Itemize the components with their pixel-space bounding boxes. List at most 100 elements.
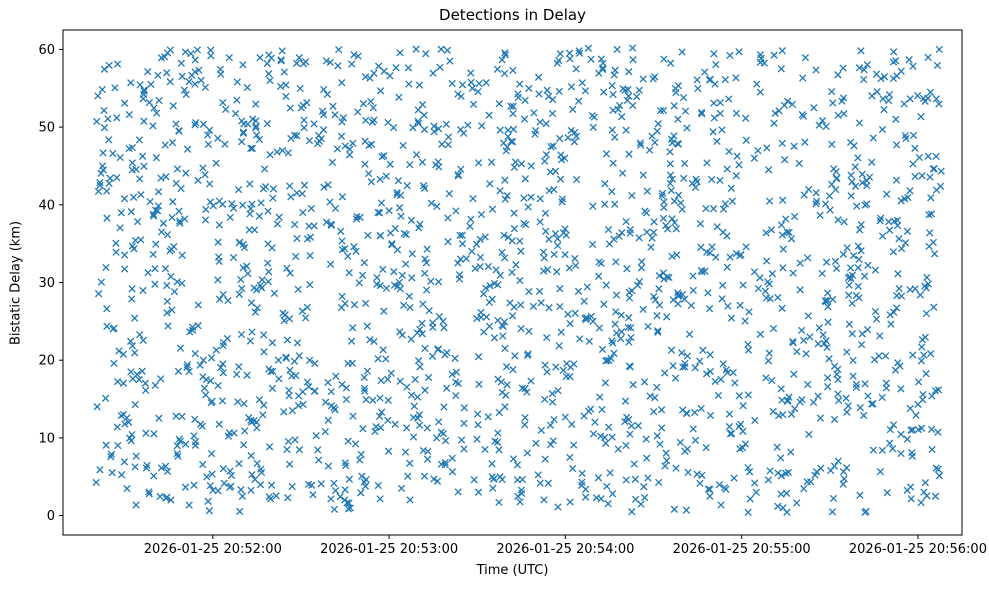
x-marker: [845, 281, 853, 289]
x-marker: [745, 308, 753, 316]
x-marker: [255, 212, 264, 220]
x-marker: [521, 421, 529, 429]
x-marker: [780, 101, 789, 110]
x-marker: [811, 471, 819, 479]
x-marker: [444, 238, 452, 246]
x-marker: [800, 191, 808, 199]
x-marker: [120, 99, 129, 107]
x-marker: [523, 388, 531, 396]
x-marker: [561, 413, 569, 421]
x-marker: [883, 190, 891, 198]
x-marker: [653, 432, 661, 440]
x-marker: [397, 212, 405, 220]
x-marker: [644, 322, 652, 331]
x-marker: [917, 498, 925, 507]
x-marker: [516, 80, 524, 88]
x-marker: [439, 429, 448, 438]
x-marker: [597, 495, 605, 503]
x-marker: [625, 68, 633, 76]
x-marker: [640, 493, 649, 502]
x-marker: [640, 378, 649, 386]
x-marker: [204, 140, 213, 149]
x-marker: [283, 264, 291, 272]
x-marker: [584, 44, 593, 52]
x-marker: [781, 156, 789, 164]
x-marker: [654, 328, 662, 336]
x-marker: [374, 208, 382, 217]
x-marker: [286, 366, 294, 374]
x-marker: [565, 49, 574, 57]
x-marker: [273, 220, 282, 228]
x-tick-label: 2026-01-25 20:55:00: [673, 542, 811, 557]
x-marker: [128, 342, 137, 350]
x-marker: [389, 123, 398, 132]
x-marker: [598, 345, 607, 354]
x-marker: [509, 102, 517, 111]
x-marker: [523, 351, 532, 360]
x-marker: [474, 353, 483, 361]
x-marker: [288, 406, 297, 415]
x-marker: [207, 354, 216, 362]
x-marker: [269, 185, 278, 193]
x-marker: [345, 499, 353, 507]
x-marker: [283, 445, 291, 454]
x-marker: [235, 460, 243, 468]
x-marker: [370, 69, 378, 77]
x-marker: [566, 319, 574, 328]
x-marker: [541, 157, 549, 165]
x-marker: [151, 280, 159, 288]
x-marker: [501, 176, 509, 184]
x-marker: [131, 349, 139, 357]
x-marker: [742, 243, 750, 251]
x-marker: [415, 81, 424, 89]
x-marker: [149, 122, 157, 130]
x-marker: [674, 292, 683, 300]
x-marker: [206, 198, 215, 206]
x-marker: [191, 415, 199, 424]
x-marker: [294, 285, 302, 294]
x-marker: [244, 120, 252, 128]
x-marker: [550, 250, 558, 259]
x-marker: [488, 205, 497, 213]
x-marker: [467, 78, 475, 86]
x-marker: [448, 370, 456, 379]
x-marker: [853, 202, 861, 210]
x-marker: [145, 490, 153, 498]
x-marker: [294, 401, 303, 410]
x-marker: [139, 336, 147, 344]
x-marker: [661, 369, 669, 377]
x-marker: [329, 102, 337, 110]
x-marker: [930, 303, 938, 311]
x-marker: [260, 165, 269, 173]
x-marker: [346, 145, 354, 153]
x-marker: [161, 462, 170, 470]
x-marker: [656, 107, 665, 115]
x-marker: [668, 215, 676, 223]
x-marker: [919, 390, 927, 399]
x-marker: [167, 496, 175, 504]
x-marker: [277, 56, 285, 64]
x-marker: [553, 268, 561, 276]
x-marker: [418, 100, 427, 109]
x-marker: [702, 443, 710, 452]
x-marker: [233, 370, 241, 379]
x-marker: [851, 182, 860, 190]
x-marker: [852, 380, 861, 389]
x-marker: [438, 140, 446, 148]
x-marker: [414, 414, 422, 422]
x-marker: [268, 244, 276, 252]
x-marker: [420, 472, 429, 480]
x-marker: [491, 437, 499, 445]
x-marker: [615, 232, 623, 240]
x-marker: [487, 158, 496, 166]
x-marker: [770, 51, 778, 59]
x-marker: [651, 138, 659, 147]
x-marker: [415, 224, 423, 232]
x-marker: [229, 253, 238, 262]
x-marker: [414, 119, 423, 128]
scatter-points: [92, 44, 945, 517]
x-marker: [860, 272, 869, 280]
x-marker: [683, 124, 691, 132]
x-marker: [120, 265, 129, 273]
x-marker: [252, 124, 260, 132]
